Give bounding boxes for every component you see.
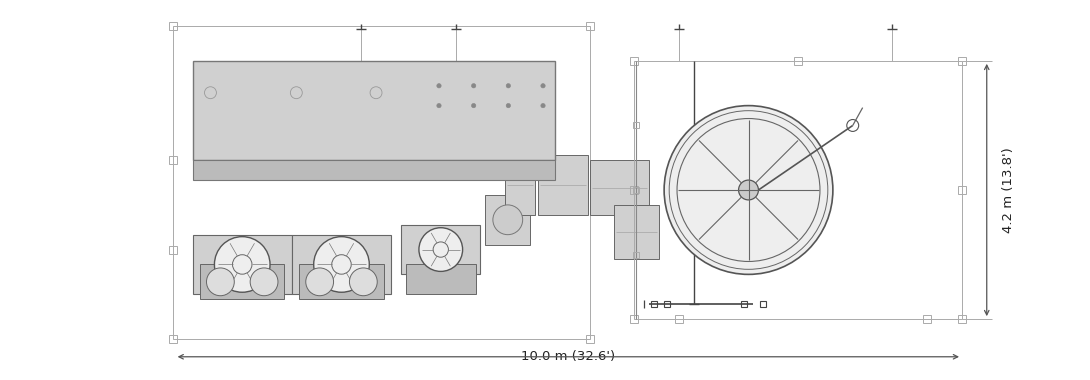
Circle shape [739,180,759,200]
Bar [172,26,590,339]
Bar [958,315,966,323]
Bar [300,264,384,299]
Bar [292,235,391,294]
Bar [193,61,555,160]
Bar [193,160,555,180]
Bar [633,252,640,258]
Bar [958,57,966,65]
Circle shape [437,103,441,108]
Circle shape [493,205,523,235]
Bar [634,61,962,319]
Bar [630,186,639,194]
Bar [795,57,802,65]
Bar [169,22,177,30]
Bar [958,186,966,194]
Circle shape [215,237,270,292]
Bar [585,22,594,30]
Circle shape [664,106,833,274]
Bar [740,301,747,307]
Circle shape [306,268,334,296]
Circle shape [350,268,377,296]
Circle shape [419,228,462,271]
Bar [633,187,640,193]
Circle shape [541,103,545,108]
Bar [630,315,639,323]
Circle shape [506,84,510,88]
Text: 10.0 m (32.6'): 10.0 m (32.6') [521,350,616,363]
Bar [485,195,530,245]
Bar [615,205,659,260]
Bar [538,155,588,215]
Circle shape [506,103,510,108]
Bar [630,57,639,65]
Circle shape [472,103,476,108]
Bar [675,315,683,323]
Bar [193,235,292,294]
Bar [169,245,177,253]
Circle shape [541,84,545,88]
Bar [169,156,177,164]
Bar [633,122,640,128]
Bar [664,301,670,307]
Text: 4.2 m (13.8'): 4.2 m (13.8') [1002,147,1015,233]
Bar [506,155,535,215]
Bar [923,315,931,323]
Bar [201,264,284,299]
Circle shape [472,84,476,88]
Bar [169,335,177,343]
Circle shape [314,237,370,292]
Bar [405,264,475,294]
Bar [651,301,657,307]
Circle shape [437,84,441,88]
Circle shape [206,268,234,296]
Circle shape [251,268,278,296]
Bar [761,301,766,307]
Bar [590,160,650,215]
Bar [585,335,594,343]
Bar [401,225,481,274]
